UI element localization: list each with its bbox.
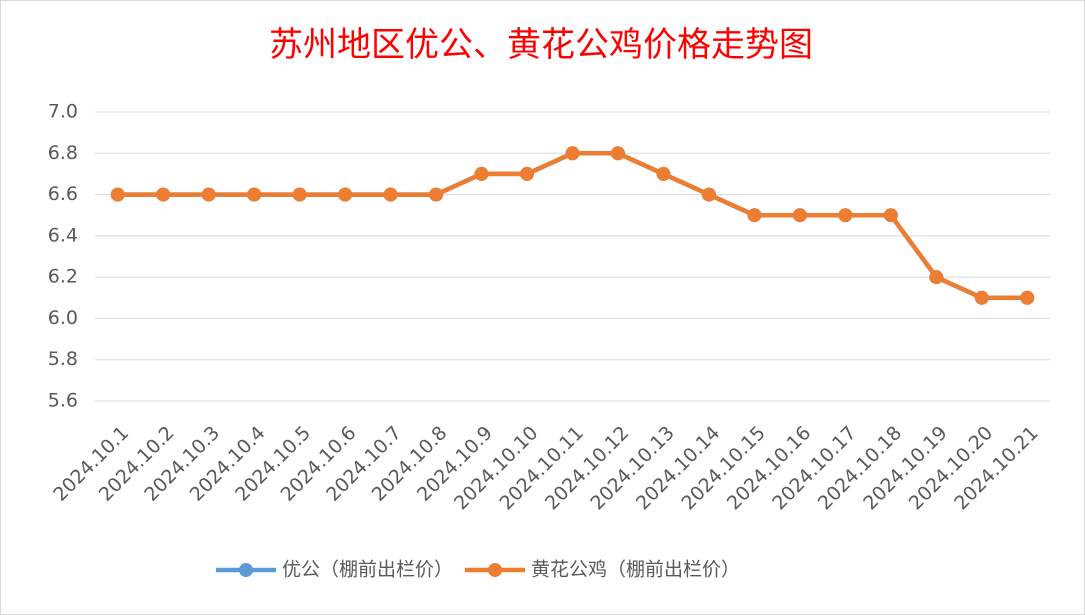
y-tick-label: 5.8: [48, 348, 78, 370]
data-point: [929, 270, 944, 285]
legend-label: 黄花公鸡（棚前出栏价）: [531, 559, 740, 581]
data-point: [429, 187, 444, 202]
data-point: [1020, 290, 1035, 305]
data-point: [974, 290, 989, 305]
y-tick-label: 6.6: [48, 183, 78, 205]
data-point: [792, 208, 807, 223]
data-point: [474, 166, 489, 181]
data-point: [747, 208, 762, 223]
legend-swatch-marker: [488, 563, 503, 577]
data-point: [110, 187, 125, 202]
data-point: [383, 187, 398, 202]
data-point: [338, 187, 353, 202]
data-point: [201, 187, 216, 202]
data-point: [520, 166, 535, 181]
data-point: [156, 187, 171, 202]
data-point: [247, 187, 262, 202]
data-point: [656, 166, 671, 181]
legend-swatch-marker: [239, 563, 253, 577]
data-point: [883, 208, 898, 223]
y-tick-label: 7.0: [48, 101, 78, 123]
y-tick-label: 6.2: [48, 266, 78, 288]
chart-title: 苏州地区优公、黄花公鸡价格走势图: [269, 25, 813, 65]
data-point: [838, 208, 853, 223]
data-point: [292, 187, 307, 202]
data-point: [610, 146, 625, 161]
data-point: [701, 187, 716, 202]
legend-label: 优公（棚前出栏价）: [282, 559, 453, 581]
y-tick-label: 6.0: [48, 307, 78, 329]
y-tick-label: 6.4: [48, 224, 78, 246]
y-tick-label: 5.6: [48, 390, 78, 412]
y-tick-label: 6.8: [48, 142, 78, 164]
data-point: [565, 146, 580, 161]
